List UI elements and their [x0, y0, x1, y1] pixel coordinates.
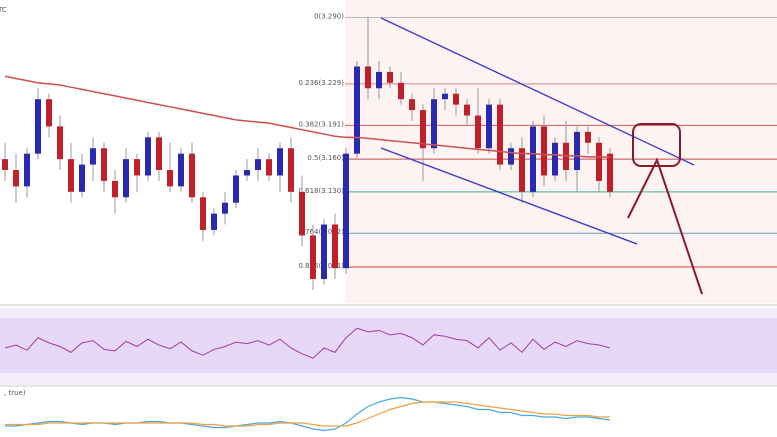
candle-body	[574, 131, 580, 171]
candle-body	[343, 153, 349, 269]
candle-body	[585, 131, 591, 143]
candle-body	[453, 93, 459, 105]
candle-body	[486, 104, 492, 149]
candle-body	[145, 137, 151, 176]
candle-body	[211, 213, 217, 230]
fib-label: 0.618(3.130)	[298, 187, 344, 195]
candle-body	[277, 148, 283, 176]
candle-body	[233, 175, 239, 203]
candle-body	[321, 224, 327, 280]
moving-average	[4, 75, 610, 158]
candle-body	[123, 159, 129, 198]
candle-body	[112, 180, 118, 198]
highlight-box	[632, 123, 681, 167]
candle-body	[57, 126, 63, 160]
candle-body	[244, 170, 250, 176]
candle-body	[409, 99, 415, 111]
candle-body	[35, 99, 41, 154]
candle-body	[365, 66, 371, 89]
candle-body	[497, 104, 503, 165]
candle-body	[552, 142, 558, 176]
candle-body	[431, 99, 437, 149]
candle-body	[178, 153, 184, 187]
candle-body	[299, 191, 305, 236]
candle-body	[189, 153, 195, 198]
plot: 0(3.290) 0.236(3.229) 0.382(3.191) 0.5(3.16…	[2, 12, 777, 432]
fib-label: 0.5(3.160)	[307, 154, 344, 162]
candle-body	[530, 126, 536, 192]
candle-body	[596, 142, 602, 181]
candle-body	[167, 170, 173, 187]
candle-body	[442, 93, 448, 100]
channel-bottom	[380, 147, 638, 245]
macd-label: , true)	[4, 389, 26, 397]
candle-body	[607, 153, 613, 192]
candle-body	[13, 170, 19, 187]
candle-body	[90, 148, 96, 165]
candle-body	[541, 126, 547, 176]
candle-body	[519, 148, 525, 192]
candle-body	[68, 159, 74, 192]
fib-label: 0.236(3.229)	[298, 79, 344, 87]
candle-body	[310, 235, 316, 280]
fib-label: 0(3.290)	[314, 12, 344, 20]
candle-body	[79, 164, 85, 192]
candle-body	[420, 110, 426, 149]
channel-top	[380, 17, 695, 166]
chart-title: TC	[0, 6, 7, 14]
candle-body	[354, 66, 360, 154]
candle-body	[266, 159, 272, 176]
candle-body	[255, 159, 261, 171]
rsi-line	[4, 327, 611, 359]
candle-body	[2, 159, 8, 171]
rsi-band	[0, 318, 777, 373]
candle-body	[288, 148, 294, 192]
candle-body	[332, 224, 338, 269]
candle-body	[200, 197, 206, 230]
candle-body	[398, 82, 404, 100]
candle-body	[464, 104, 470, 116]
candle-body	[134, 159, 140, 176]
candle-body	[46, 99, 52, 127]
fib-area	[345, 0, 777, 303]
candle-body	[24, 153, 30, 187]
candle-body	[387, 71, 393, 83]
candle-body	[376, 71, 382, 89]
candle-body	[222, 202, 228, 214]
candle-body	[508, 148, 514, 165]
arrow	[627, 157, 703, 295]
signal-line	[5, 401, 610, 427]
candle-body	[475, 115, 481, 149]
candle-body	[156, 137, 162, 171]
candle-body	[101, 148, 107, 181]
fib-label: 0.382(3.191)	[298, 120, 344, 128]
